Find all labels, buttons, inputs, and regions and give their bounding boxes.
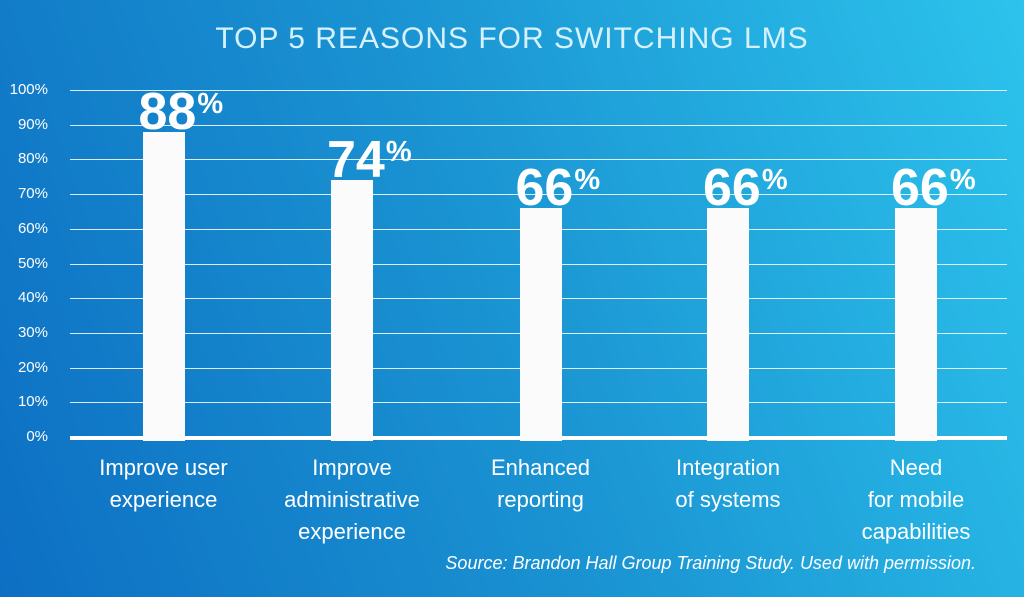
bar-value-label-5: 66% <box>891 162 976 214</box>
category-label-1: Improve user experience <box>99 455 228 512</box>
chart-title: TOP 5 REASONS FOR SWITCHING LMS <box>215 22 809 55</box>
bar-value-number: 66 <box>703 158 761 217</box>
percent-sign: % <box>761 163 788 196</box>
y-tick-label-30: 30% <box>17 324 48 341</box>
y-tick-label-70: 70% <box>17 185 48 202</box>
bar-value-label-2: 74% <box>327 134 412 186</box>
bar-value-number: 88 <box>138 82 197 141</box>
y-tick-label-80: 80% <box>17 150 48 167</box>
y-tick-label-10: 10% <box>17 393 48 410</box>
percent-sign: % <box>949 163 976 196</box>
y-tick-label-0: 0% <box>26 428 48 445</box>
bar-value-number: 74 <box>327 131 385 190</box>
y-tick-label-40: 40% <box>17 289 48 306</box>
bar-value-number: 66 <box>515 158 574 217</box>
bar-value-label-4: 66% <box>703 162 788 214</box>
bar-1 <box>142 131 185 441</box>
bar-value-number: 66 <box>891 158 949 217</box>
bar-value-label-3: 66% <box>516 162 601 214</box>
percent-sign: % <box>197 87 224 120</box>
gridline-90 <box>70 125 1007 126</box>
category-label-3: Enhanced reporting <box>490 455 591 512</box>
source-attribution: Source: Brandon Hall Group Training Stud… <box>445 553 976 573</box>
gridline-100 <box>70 90 1007 91</box>
category-label-5: Need for mobile capabilities <box>861 455 971 544</box>
bar-value-label-1: 88% <box>139 86 224 138</box>
bar-3 <box>519 207 562 441</box>
y-tick-label-100: 100% <box>9 81 48 98</box>
percent-sign: % <box>385 136 412 169</box>
category-label-2: Improve administrative experience <box>284 455 420 544</box>
y-tick-label-90: 90% <box>17 116 48 133</box>
percent-sign: % <box>574 163 601 196</box>
bar-4 <box>707 207 749 441</box>
y-tick-label-20: 20% <box>17 359 48 376</box>
bar-5 <box>895 207 937 441</box>
gridline-80 <box>70 159 1007 160</box>
bar-2 <box>331 180 373 441</box>
y-tick-label-60: 60% <box>17 220 48 237</box>
category-label-4: Integration of systems <box>675 455 781 512</box>
y-tick-label-50: 50% <box>17 255 48 272</box>
gridline-70 <box>70 194 1007 195</box>
